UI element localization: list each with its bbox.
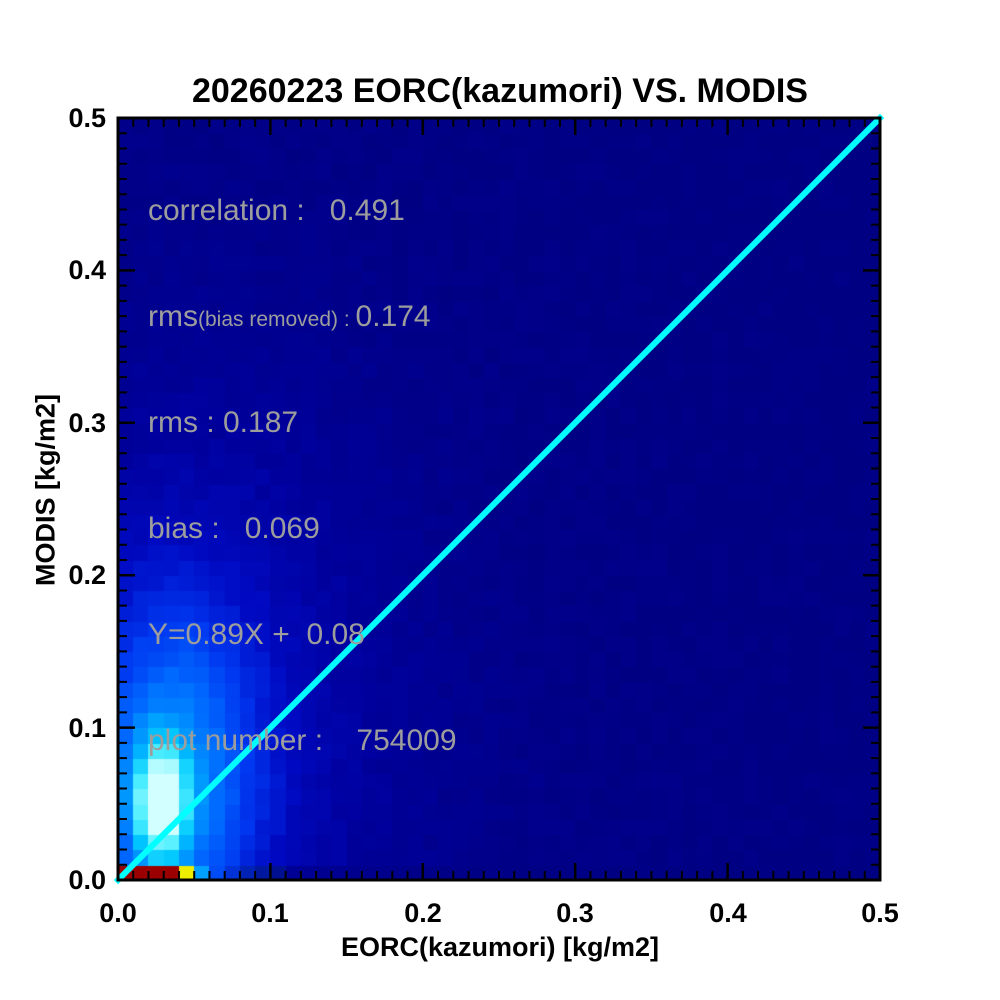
stat-rms-bias-removed: rms(bias removed) : 0.174 (148, 298, 457, 336)
y-tick-label: 0.4 (68, 255, 106, 285)
x-tick-label: 0.3 (556, 898, 594, 928)
y-axis-title: MODIS [kg/m2] (30, 393, 61, 587)
minor-ticks-icon (118, 118, 880, 880)
stat-rms: rms : 0.187 (148, 406, 299, 439)
identity-line (113, 113, 885, 885)
x-tick-label: 0.5 (861, 898, 899, 928)
x-tick-label: 0.1 (251, 898, 289, 928)
stat-correlation: correlation : 0.491 (148, 194, 405, 227)
x-tick-label: 0.0 (99, 898, 137, 928)
x-tick-label: 0.4 (709, 898, 747, 928)
x-tick-label: 0.2 (404, 898, 442, 928)
plot-title: 20260223 EORC(kazumori) VS. MODIS (191, 72, 808, 110)
y-tick-label: 0.5 (68, 103, 106, 133)
stat-plot-number: plot number : 754009 (148, 724, 457, 757)
x-axis-title: EORC(kazumori) [kg/m2] (340, 932, 660, 962)
stat-rms-br-subscript: (bias removed) : (197, 308, 356, 331)
stat-rms-br-value: 0.174 (355, 300, 431, 333)
plot-border (116, 116, 882, 882)
stats-block: correlation : 0.491 rms(bias removed) : … (148, 124, 457, 828)
y-tick-label: 0.2 (68, 560, 106, 590)
stat-bias: bias : 0.069 (148, 512, 320, 545)
y-tick-label: 0.3 (68, 408, 106, 438)
y-tick-label: 0.0 (68, 865, 106, 895)
y-tick-label: 0.1 (68, 713, 106, 743)
stat-fit-equation: Y=0.89X + 0.08 (148, 618, 365, 651)
stat-rms-br-prefix: rms (148, 300, 198, 333)
